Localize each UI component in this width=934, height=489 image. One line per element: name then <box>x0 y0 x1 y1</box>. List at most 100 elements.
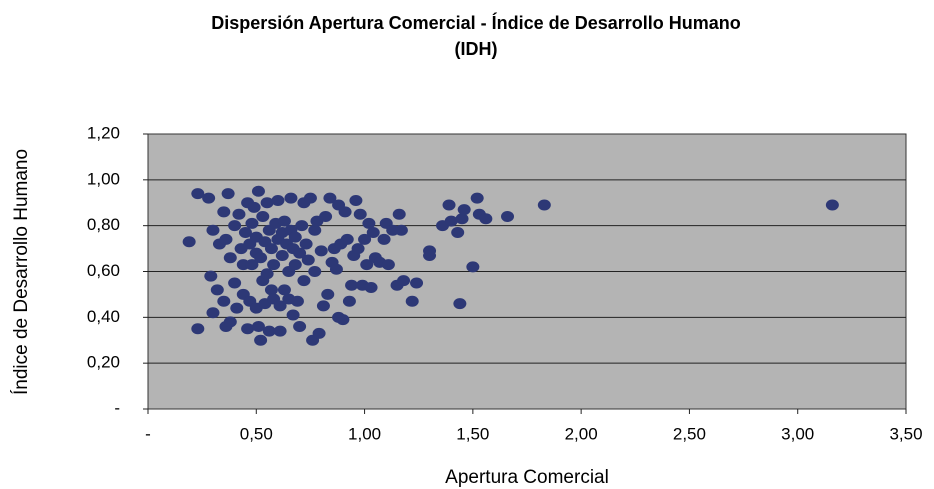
chart-title: Dispersión Apertura Comercial - Índice d… <box>211 12 740 33</box>
point <box>349 194 363 206</box>
y-axis-label: Índice de Desarrollo Humano <box>11 149 32 395</box>
point <box>308 266 322 277</box>
point <box>301 254 315 266</box>
point <box>358 233 372 245</box>
point <box>241 323 255 335</box>
point <box>251 321 265 332</box>
point <box>245 217 259 229</box>
point <box>262 325 276 337</box>
point <box>329 263 343 275</box>
point <box>314 245 328 257</box>
point <box>360 259 374 271</box>
point <box>342 295 356 307</box>
point <box>238 227 252 239</box>
y-tick-label: 0,20 <box>87 353 120 372</box>
x-tick-label: 2,50 <box>673 424 706 443</box>
point <box>267 259 281 271</box>
point <box>423 249 437 261</box>
x-tick-label: 0,50 <box>240 424 273 443</box>
point <box>444 215 458 227</box>
point <box>273 300 287 312</box>
point <box>303 192 317 204</box>
point <box>353 208 367 220</box>
point <box>319 211 333 222</box>
point <box>254 334 268 346</box>
point <box>245 259 259 271</box>
point <box>230 302 244 314</box>
point <box>293 321 307 332</box>
point <box>256 211 270 222</box>
point <box>501 211 515 222</box>
point <box>247 201 261 213</box>
point <box>221 188 235 200</box>
y-tick-label: 1,20 <box>87 123 120 142</box>
point <box>288 259 302 271</box>
point <box>217 206 231 218</box>
point <box>260 197 274 209</box>
point <box>338 206 352 218</box>
y-tick-label: 0,80 <box>87 215 120 234</box>
point <box>191 323 205 335</box>
point <box>275 249 289 261</box>
x-axis-label: Apertura Comercial <box>445 467 609 488</box>
point <box>312 327 326 339</box>
x-tick-label: 2,00 <box>565 424 598 443</box>
point <box>206 307 220 319</box>
point <box>381 259 395 271</box>
point <box>455 213 469 225</box>
point <box>260 268 274 280</box>
point <box>191 188 205 200</box>
point <box>288 231 302 243</box>
point <box>202 192 216 204</box>
point <box>299 238 313 250</box>
point <box>210 284 224 296</box>
point <box>251 185 265 197</box>
point <box>366 227 380 239</box>
point <box>264 243 278 255</box>
point <box>290 295 304 307</box>
y-tick-label: 0,40 <box>87 307 120 326</box>
point <box>537 199 551 211</box>
point <box>217 295 231 307</box>
y-tick-label: 0,60 <box>87 261 120 280</box>
point <box>340 233 354 245</box>
point <box>442 199 456 211</box>
point <box>457 204 471 216</box>
x-tick-label: 1,00 <box>348 424 381 443</box>
point <box>223 316 237 328</box>
point <box>273 325 287 337</box>
point <box>377 233 391 245</box>
point <box>394 224 408 236</box>
point <box>453 298 467 310</box>
point <box>364 282 378 294</box>
point <box>479 213 493 225</box>
point <box>323 192 337 204</box>
point <box>362 217 376 229</box>
y-tick-label: - <box>114 398 120 417</box>
point <box>219 233 233 245</box>
point <box>228 277 242 289</box>
point <box>466 261 480 273</box>
point <box>295 220 309 232</box>
point <box>321 288 335 300</box>
point <box>451 227 465 239</box>
point <box>397 275 411 287</box>
point <box>284 192 298 204</box>
point <box>228 220 242 232</box>
y-tick-label: 1,00 <box>87 169 120 188</box>
point <box>232 208 246 220</box>
point <box>410 277 424 289</box>
x-tick-label: 1,50 <box>456 424 489 443</box>
x-tick-label: 3,50 <box>889 424 922 443</box>
point <box>345 279 359 291</box>
point <box>182 236 196 248</box>
point <box>223 252 237 264</box>
chart-title: (IDH) <box>455 39 498 59</box>
point <box>254 252 268 264</box>
point <box>293 247 307 259</box>
x-tick-label: 3,00 <box>781 424 814 443</box>
point <box>271 194 285 206</box>
x-tick-label: - <box>145 424 151 443</box>
point <box>206 224 220 236</box>
